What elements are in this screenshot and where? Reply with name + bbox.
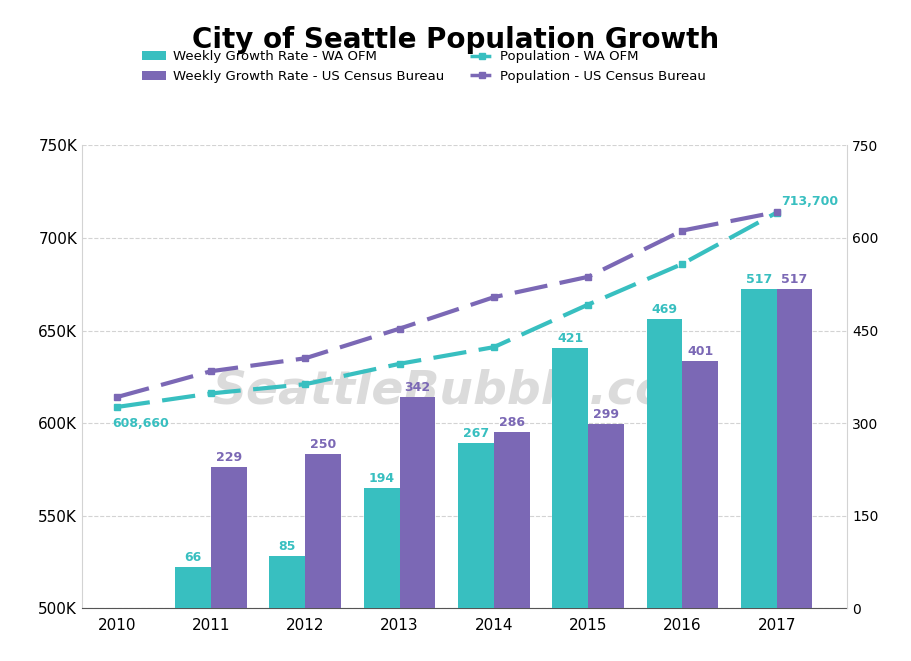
Bar <box>363 488 400 608</box>
Text: 713,700: 713,700 <box>782 195 838 208</box>
Text: 517: 517 <box>745 273 772 286</box>
Text: 517: 517 <box>782 273 808 286</box>
Text: 299: 299 <box>593 408 619 420</box>
Text: 66: 66 <box>185 551 201 564</box>
Bar <box>647 319 682 608</box>
Text: 342: 342 <box>404 381 431 394</box>
Text: 194: 194 <box>369 473 394 485</box>
Text: 286: 286 <box>498 416 525 428</box>
Text: 85: 85 <box>279 539 296 553</box>
Bar <box>400 397 435 608</box>
Text: 229: 229 <box>216 451 242 464</box>
Text: 469: 469 <box>651 303 678 316</box>
Bar <box>741 289 776 608</box>
Bar <box>458 444 494 608</box>
Bar <box>270 556 305 608</box>
Text: SeattleBubble.com: SeattleBubble.com <box>212 368 717 413</box>
Bar <box>776 289 813 608</box>
Text: City of Seattle Population Growth: City of Seattle Population Growth <box>192 26 719 54</box>
Bar <box>589 424 624 608</box>
Text: 421: 421 <box>557 332 583 345</box>
Bar <box>305 454 341 608</box>
Text: 608,660: 608,660 <box>112 417 169 430</box>
Bar <box>175 567 211 608</box>
Text: 250: 250 <box>310 438 336 451</box>
Bar <box>494 432 529 608</box>
Text: 267: 267 <box>463 427 489 440</box>
Bar <box>682 361 718 608</box>
Bar <box>552 348 589 608</box>
Legend: Weekly Growth Rate - WA OFM, Weekly Growth Rate - US Census Bureau, Population -: Weekly Growth Rate - WA OFM, Weekly Grow… <box>142 50 706 83</box>
Text: 401: 401 <box>687 344 713 358</box>
Bar <box>211 467 247 608</box>
